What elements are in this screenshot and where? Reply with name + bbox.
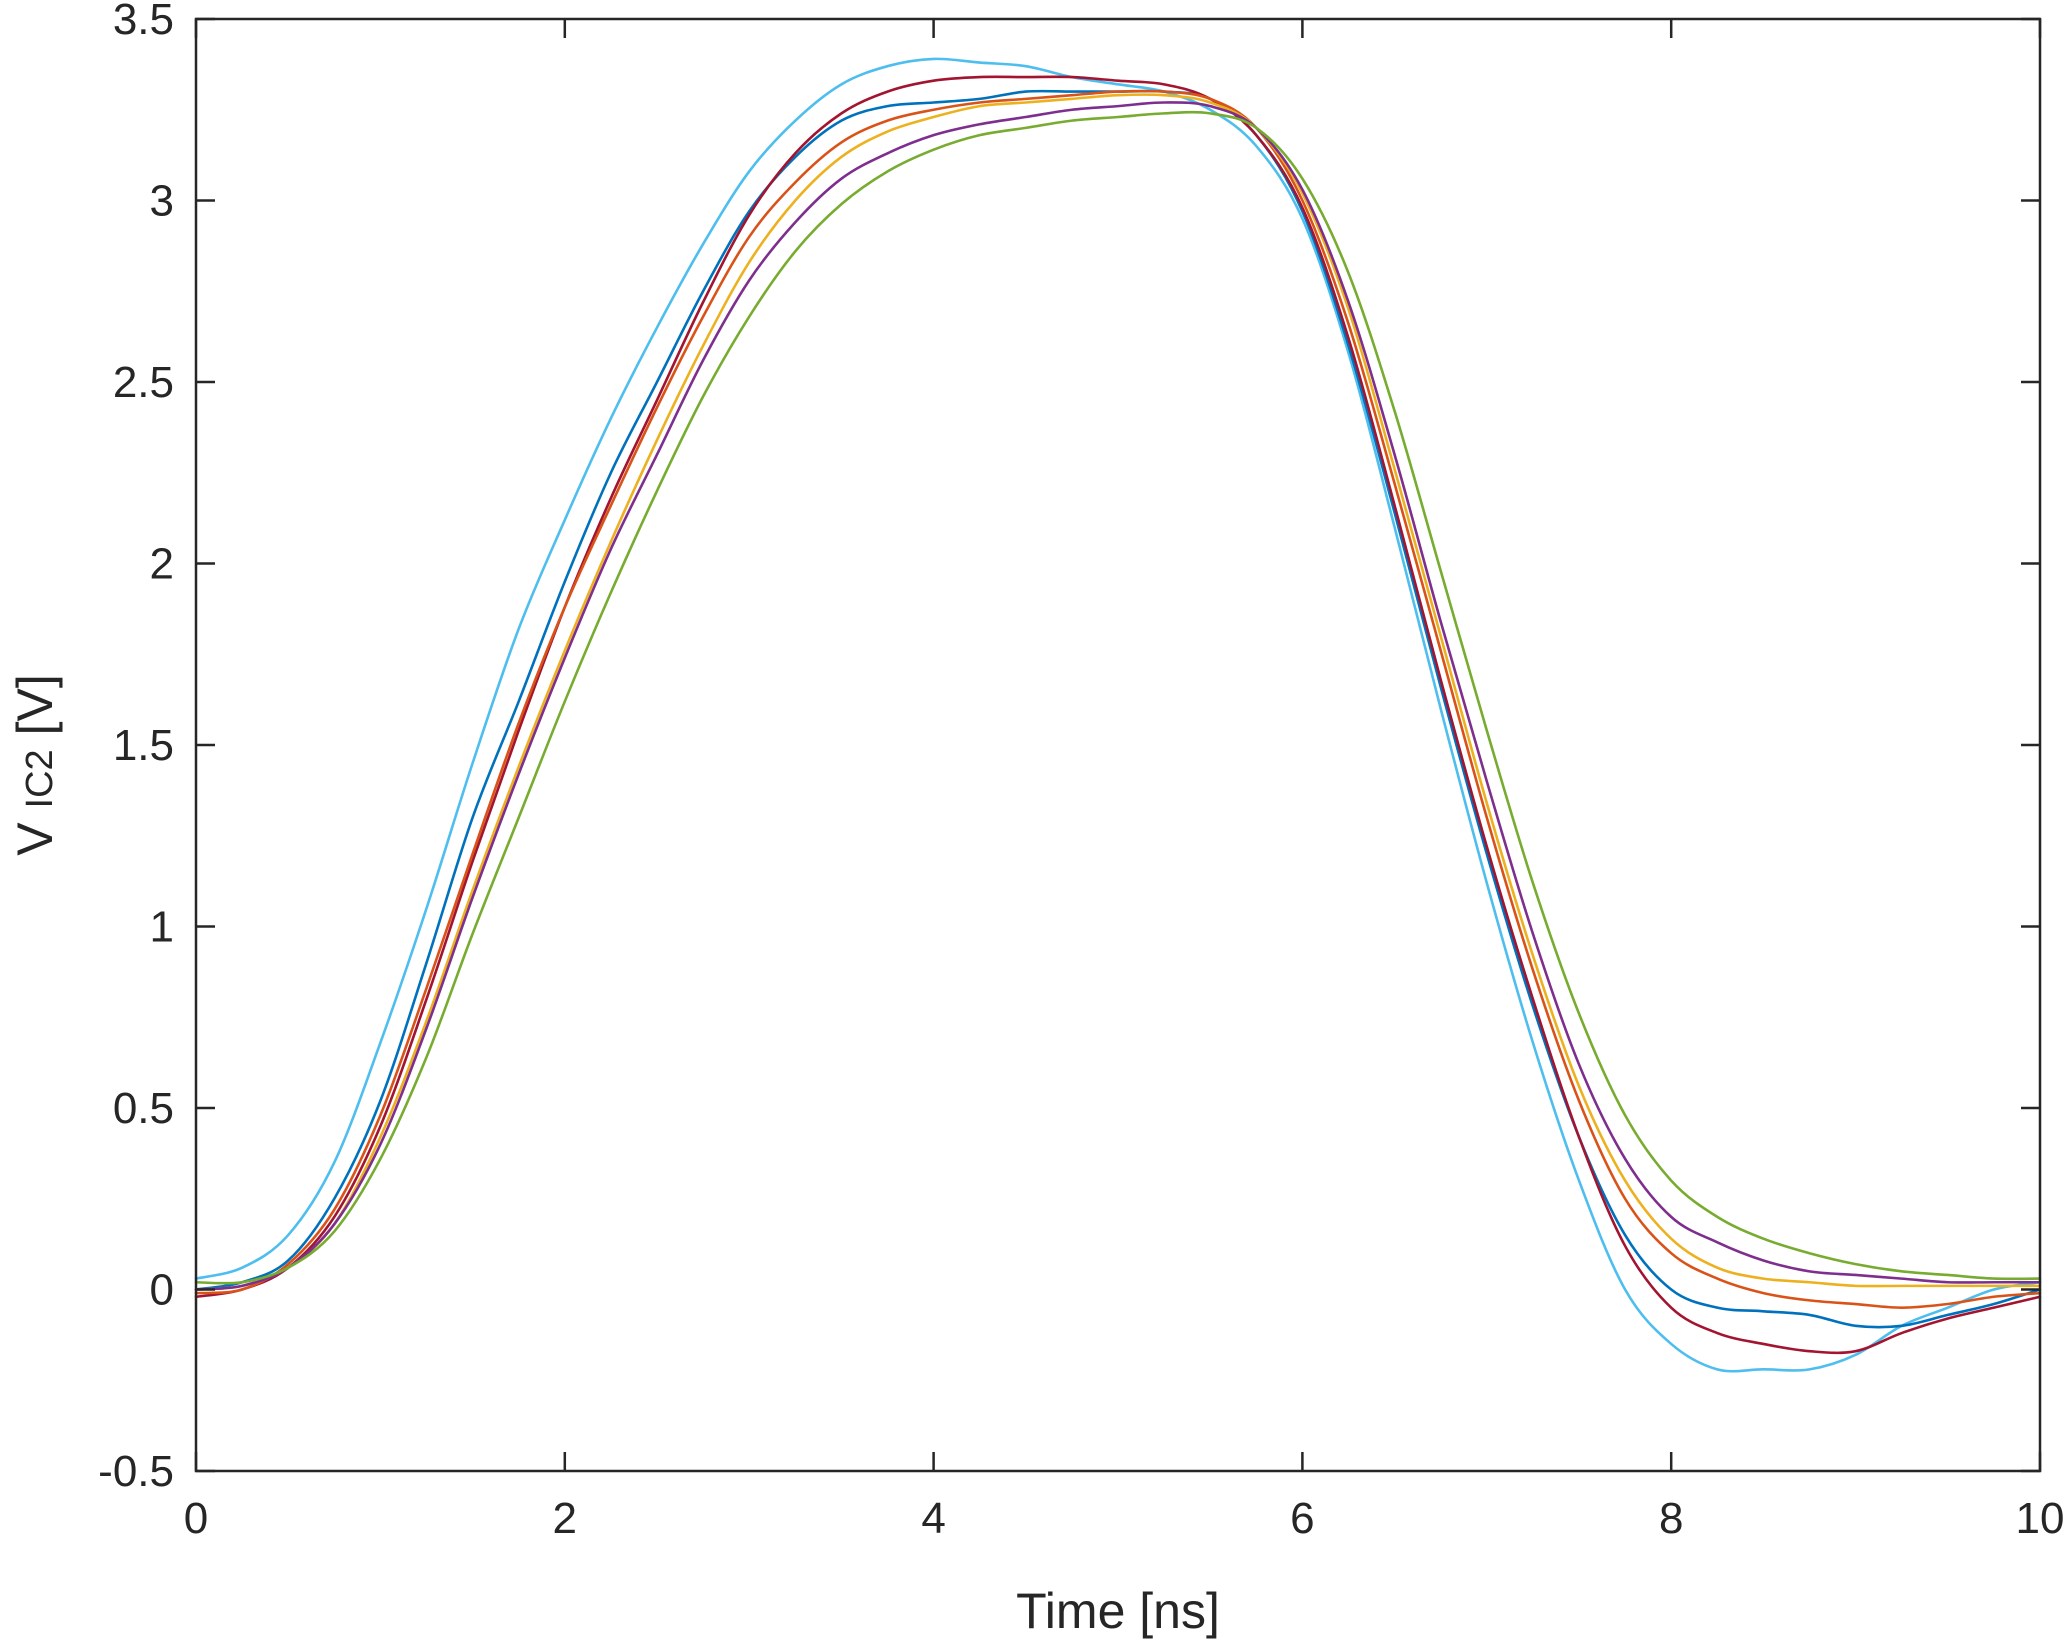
series-line-6 <box>194 101 2042 1291</box>
y-tick-label: 3 <box>150 177 174 226</box>
y-tick-label: 0 <box>150 1266 174 1315</box>
y-axis-label: V IC2 [V] <box>7 674 63 855</box>
series-lines <box>194 57 2042 1373</box>
axis-ticks <box>194 17 2042 1473</box>
series-line-5 <box>194 93 2042 1291</box>
x-axis-label: Time [ns] <box>1016 1583 1220 1639</box>
y-axis-label-main: V <box>7 822 63 856</box>
y-tick-label: 1.5 <box>113 721 174 770</box>
y-tick-label: 2 <box>150 540 174 589</box>
x-tick-labels: 0 2 4 6 8 10 <box>184 1494 2065 1543</box>
x-tick-label: 6 <box>1290 1494 1314 1543</box>
x-tick-label: 8 <box>1659 1494 1683 1543</box>
series-line-4 <box>194 89 2042 1309</box>
y-axis-label-subscript: IC2 <box>19 749 61 808</box>
y-tick-label: -0.5 <box>98 1447 174 1496</box>
x-tick-label: 0 <box>184 1494 208 1543</box>
y-tick-label: 0.5 <box>113 1084 174 1133</box>
x-tick-label: 2 <box>553 1494 577 1543</box>
x-tick-label: 4 <box>921 1494 945 1543</box>
series-line-1 <box>194 57 2042 1373</box>
y-tick-label: 1 <box>150 903 174 952</box>
series-line-7 <box>194 110 2042 1285</box>
y-tick-label: 3.5 <box>113 0 174 44</box>
series-line-3 <box>194 75 2042 1355</box>
y-tick-label: 2.5 <box>113 358 174 407</box>
x-tick-label: 10 <box>2016 1494 2065 1543</box>
y-tick-labels: -0.5 0 0.5 1 1.5 2 2.5 3 3.5 <box>98 0 174 1496</box>
y-axis-label-unit: [V] <box>7 674 63 735</box>
